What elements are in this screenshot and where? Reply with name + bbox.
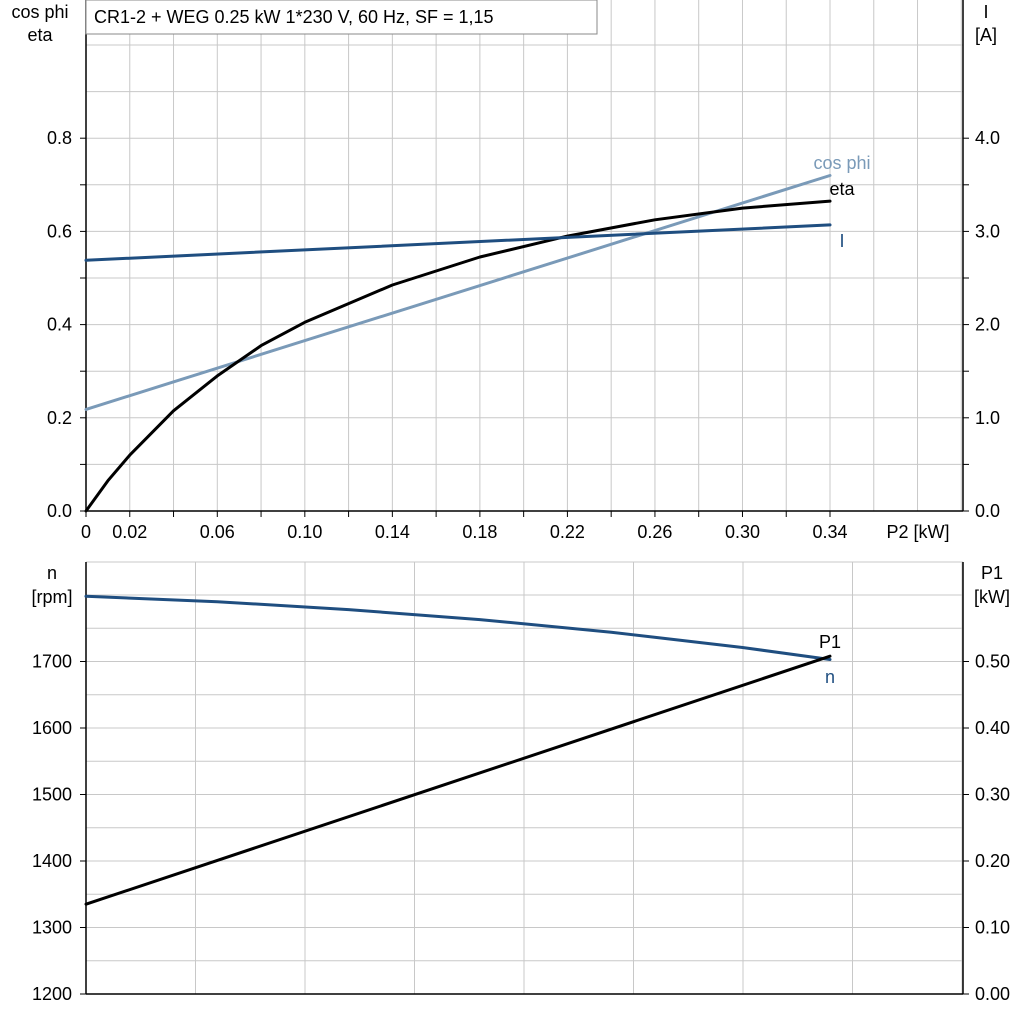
bottom-left-axis-title: [rpm] <box>31 587 72 607</box>
bottom-right-tick-label: 0.40 <box>975 718 1010 738</box>
top-grid <box>85 0 963 511</box>
series-eta-line <box>84 199 832 513</box>
bottom-left-tick-label: 1200 <box>32 984 72 1004</box>
series-label-eta: eta <box>829 179 855 199</box>
bottom-right-tick-label: 0.10 <box>975 918 1010 938</box>
top-left-axis-title: cos phi <box>11 2 68 22</box>
top-x-tick-label: 0.14 <box>375 522 410 542</box>
top-left-axis-title: eta <box>27 25 53 45</box>
top-frame <box>80 0 969 517</box>
series-i-line <box>84 223 832 262</box>
bottom-grid <box>85 562 963 994</box>
top-x-tick-label: 0.34 <box>812 522 847 542</box>
top-left-tick-label: 0.2 <box>47 408 72 428</box>
top-x-tick-label: 0 <box>81 522 91 542</box>
top-right-axis-title: I <box>983 2 988 22</box>
bottom-left-axis-title: n <box>47 563 57 583</box>
chart-title-box <box>85 0 598 35</box>
bottom-left-tick-label: 1400 <box>32 851 72 871</box>
top-x-axis-label: P2 [kW] <box>886 522 949 542</box>
bottom-right-axis-title: [kW] <box>974 587 1010 607</box>
top-right-tick-label: 0.0 <box>975 501 1000 521</box>
top-left-tick-label: 0.4 <box>47 315 72 335</box>
top-x-tick-label: 0.18 <box>462 522 497 542</box>
top-series-group <box>84 174 832 513</box>
top-left-tick-label: 0.6 <box>47 221 72 241</box>
top-x-tick-label: 0.26 <box>637 522 672 542</box>
top-right-tick-label: 1.0 <box>975 408 1000 428</box>
series-label-p1: P1 <box>819 632 841 652</box>
bottom-left-tick-label: 1600 <box>32 718 72 738</box>
top-x-tick-label: 0.10 <box>287 522 322 542</box>
bottom-frame <box>80 561 969 995</box>
labels-group: 0.0 0.2 0.4 0.6 0.8 0.0 1.0 2.0 3.0 4.0 0 0.02 0.06 0… <box>11 0 1010 1004</box>
top-x-tick-label: 0.22 <box>550 522 585 542</box>
bottom-left-tick-label: 1500 <box>32 785 72 805</box>
bottom-right-axis-title: P1 <box>981 563 1003 583</box>
series-label-i: I <box>839 231 844 251</box>
bottom-left-tick-label: 1300 <box>32 918 72 938</box>
top-right-axis-title: [A] <box>975 25 997 45</box>
bottom-series-group <box>84 594 832 906</box>
bottom-right-tick-label: 0.50 <box>975 652 1010 672</box>
bottom-right-tick-label: 0.20 <box>975 851 1010 871</box>
top-left-tick-label: 0.0 <box>47 501 72 521</box>
bottom-left-tick-label: 1700 <box>32 652 72 672</box>
chart-title: CR1-2 + WEG 0.25 kW 1*230 V, 60 Hz, SF =… <box>94 7 494 27</box>
series-label-cos-phi: cos phi <box>813 153 870 173</box>
top-right-tick-label: 2.0 <box>975 315 1000 335</box>
bottom-right-tick-label: 0.30 <box>975 785 1010 805</box>
series-p1-line <box>84 654 832 906</box>
top-right-tick-label: 3.0 <box>975 221 1000 241</box>
top-x-tick-label: 0.30 <box>725 522 760 542</box>
top-x-tick-label: 0.06 <box>200 522 235 542</box>
top-x-tick-label: 0.02 <box>112 522 147 542</box>
series-label-n: n <box>825 667 835 687</box>
top-left-tick-label: 0.8 <box>47 128 72 148</box>
bottom-right-tick-label: 0.00 <box>975 984 1010 1004</box>
top-right-tick-label: 4.0 <box>975 128 1000 148</box>
series-n-line <box>84 594 832 661</box>
